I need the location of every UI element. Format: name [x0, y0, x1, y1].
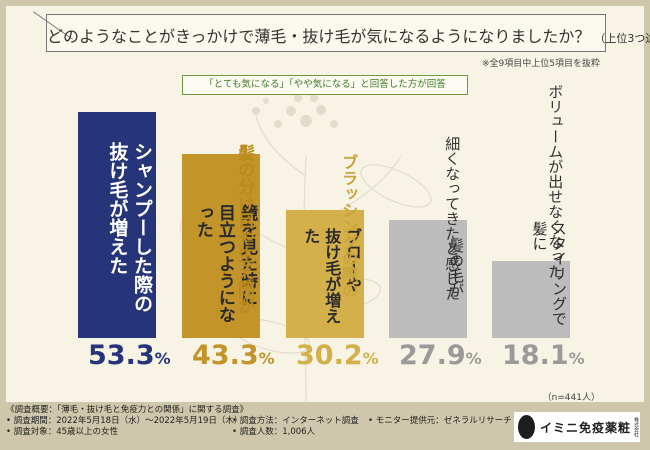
- bar-label-line: 抜け毛が増えた: [106, 142, 129, 275]
- bar-2: 鏡を見た時に 目立つようになった: [182, 154, 260, 338]
- value-label-1: 53.3%: [88, 340, 171, 371]
- survey-provider: • モニター提供元：ゼネラルリサーチ: [368, 416, 512, 426]
- bar-label-4: 髪の毛が: [391, 238, 465, 332]
- bar-label-line: シャンプーした際の: [131, 142, 153, 313]
- value-label-number: 18.1: [502, 340, 569, 371]
- value-label-unit: %: [362, 349, 379, 368]
- value-label-number: 27.9: [399, 340, 466, 371]
- bar-label-above-line: 細くなってきたと感じた: [443, 136, 462, 301]
- bar-label-line: 抜け毛が増えた: [301, 228, 342, 324]
- respondent-legend: 「とても気になる」「やや気になる」と回答した方が回答: [182, 75, 468, 95]
- bar-label-line: スタイリングで髪に: [530, 221, 569, 326]
- survey-target: • 調査対象：45歳以上の女性: [6, 427, 119, 437]
- survey-count: • 調査人数：1,006人: [232, 427, 316, 437]
- survey-period: • 調査期間：2022年5月18日（水）～2022年5月19日（木）: [6, 416, 243, 426]
- value-label-unit: %: [258, 349, 275, 368]
- value-label-3: 30.2%: [296, 340, 379, 371]
- chart-title-main: どのようなことがきっかけで薄毛・抜け毛が気になるようになりましたか？: [47, 27, 591, 46]
- bar-label-above-line: ボリュームが出せなくなった: [546, 84, 565, 279]
- survey-method: • 調査方法：インターネット調査: [232, 416, 359, 426]
- bar-label-2: 鏡を見た時に 目立つようになった: [184, 204, 258, 332]
- title-box: どのようなことがきっかけで薄毛・抜け毛が気になるようになりましたか？（上位3つ迄…: [33, 11, 650, 52]
- bar-label-3: ブローや 抜け毛が増えた: [288, 228, 362, 332]
- bar-label-above-line: ブラッシングの際の: [339, 154, 359, 298]
- value-label-number: 43.3: [192, 340, 259, 371]
- logo-small-text: 株式会社: [633, 417, 639, 437]
- bar-label-line: 目立つようになった: [192, 204, 235, 323]
- bar-label-line: 鏡を見た時に: [237, 204, 257, 306]
- bar-label-line: 髪の毛が: [447, 238, 465, 298]
- bar-label-above-2: 髪の分け目や生え際が: [232, 144, 255, 314]
- chart-title: どのようなことがきっかけで薄毛・抜け毛が気になるようになりましたか？（上位3つ迄…: [47, 23, 650, 47]
- chart-panel: どのようなことがきっかけで薄毛・抜け毛が気になるようになりましたか？（上位3つ迄…: [6, 6, 650, 403]
- sample-size: （n=441人）: [542, 393, 600, 403]
- value-label-4: 27.9%: [399, 340, 482, 371]
- logo-text: イミニ免疫薬粧: [539, 420, 631, 435]
- value-label-number: 30.2: [296, 340, 363, 371]
- logo-mark-icon: [518, 415, 535, 439]
- selection-note: ※全9項目中上位5項目を抜粋: [482, 59, 600, 69]
- survey-overview: 《調査概要：「薄毛・抜け毛と免疫力との関係」に関する調査》: [6, 405, 249, 415]
- bar-label-1: シャンプーした際の 抜け毛が増えた: [80, 142, 154, 332]
- value-label-2: 43.3%: [192, 340, 275, 371]
- bar-label-above-line: 髪の分け目や生え際が: [234, 144, 255, 314]
- bar-label-above-3: ブラッシングの際の: [338, 154, 360, 298]
- company-logo: イミニ免疫薬粧 株式会社: [514, 412, 640, 442]
- value-label-unit: %: [465, 349, 482, 368]
- value-label-unit: %: [568, 349, 585, 368]
- bar-label-above-4: 細くなってきたと感じた: [442, 136, 462, 301]
- value-label-number: 53.3: [88, 340, 155, 371]
- value-label-unit: %: [154, 349, 171, 368]
- bar-3: ブローや 抜け毛が増えた: [286, 210, 364, 338]
- chart-subtitle: （上位3つ迄）: [594, 32, 650, 45]
- bar-label-above-5: ボリュームが出せなくなった: [545, 84, 565, 279]
- bar-label-5: スタイリングで髪に: [494, 221, 569, 332]
- bar-1: シャンプーした際の 抜け毛が増えた: [78, 112, 156, 338]
- bar-label-line: ブローや: [343, 228, 362, 292]
- bar-5: スタイリングで髪に: [492, 221, 570, 338]
- bar-4: 髪の毛が: [389, 220, 467, 338]
- value-label-5: 18.1%: [502, 340, 585, 371]
